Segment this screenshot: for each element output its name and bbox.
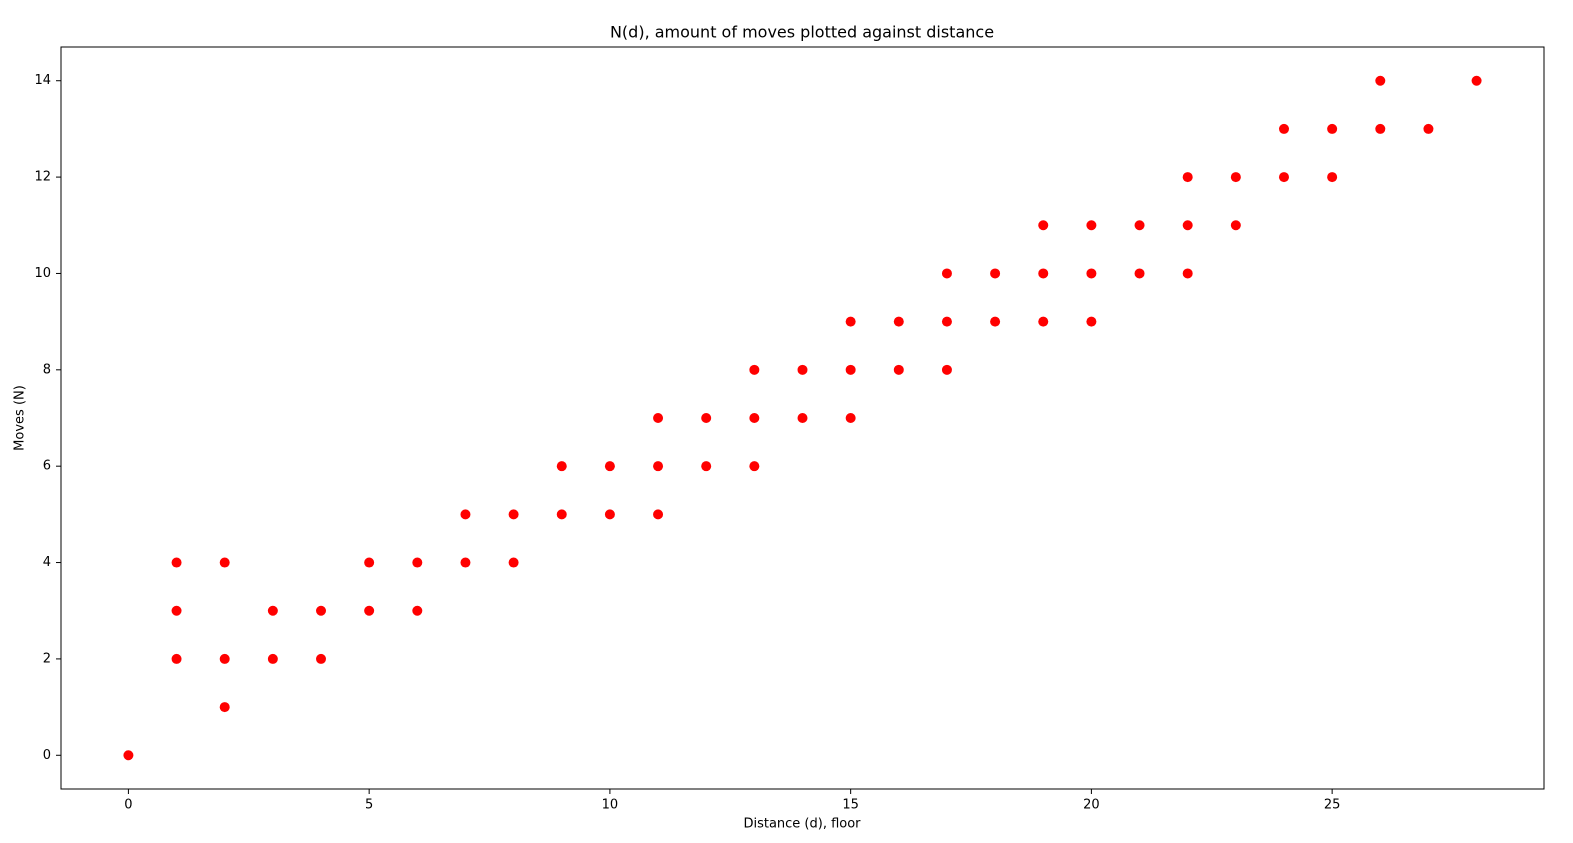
x-axis-label: Distance (d), floor [743, 817, 861, 832]
point [171, 557, 182, 568]
point [508, 557, 519, 568]
point [653, 413, 664, 423]
point [316, 605, 327, 616]
point [749, 364, 760, 375]
point [171, 653, 182, 664]
point [893, 364, 904, 375]
point [604, 509, 615, 520]
point [1182, 172, 1193, 183]
y-tick-label: 0 [43, 748, 51, 763]
point [990, 316, 1001, 327]
y-tick-label: 10 [34, 266, 51, 281]
point [1278, 172, 1289, 183]
x-tick-label: 15 [842, 798, 859, 813]
point [1182, 268, 1193, 279]
point [941, 316, 952, 327]
point [845, 364, 856, 375]
point [1038, 220, 1049, 231]
point [893, 316, 904, 327]
y-tick-label: 2 [43, 651, 51, 666]
x-tick-label: 25 [1324, 798, 1341, 813]
point [219, 702, 230, 713]
point [749, 413, 760, 423]
point [316, 653, 327, 664]
point [219, 653, 230, 664]
x-tick-label: 5 [365, 798, 373, 813]
point [1327, 172, 1338, 183]
point [556, 461, 567, 472]
point [797, 364, 808, 375]
point [797, 413, 808, 423]
point [267, 653, 278, 664]
y-tick-label: 8 [43, 362, 51, 377]
point [749, 461, 760, 472]
point [941, 268, 952, 279]
point [171, 605, 182, 616]
point [1230, 220, 1241, 231]
point [990, 268, 1001, 279]
y-tick-label: 4 [43, 555, 51, 570]
point [653, 509, 664, 520]
point [412, 605, 423, 616]
y-tick-label: 14 [34, 73, 51, 88]
point [460, 509, 471, 520]
point [364, 557, 375, 568]
point [1038, 268, 1049, 279]
chart-title: N(d), amount of moves plotted against di… [610, 23, 994, 42]
point [1375, 75, 1386, 86]
point [1086, 316, 1097, 327]
point [701, 413, 712, 423]
point [941, 364, 952, 375]
point [123, 750, 134, 761]
y-axis-label: Moves (N) [13, 385, 28, 451]
point [508, 509, 519, 520]
point [412, 557, 423, 568]
point [1375, 123, 1386, 134]
point [1038, 316, 1049, 327]
point [701, 461, 712, 472]
point [845, 316, 856, 327]
point [1134, 268, 1145, 279]
point [1134, 220, 1145, 231]
x-tick-label: 10 [602, 798, 619, 813]
x-tick-label: 0 [124, 798, 132, 813]
y-tick-label: 12 [34, 170, 51, 185]
point [267, 605, 278, 616]
point [556, 509, 567, 520]
y-tick-label: 6 [43, 459, 51, 474]
point [364, 605, 375, 616]
point [653, 461, 664, 472]
point [845, 413, 856, 423]
point [1471, 75, 1482, 86]
point [1086, 268, 1097, 279]
point [1278, 123, 1289, 134]
point [1230, 172, 1241, 183]
point [1086, 220, 1097, 231]
point [604, 461, 615, 472]
plot-frame [60, 46, 1545, 790]
x-tick-label: 20 [1083, 798, 1100, 813]
point [1182, 220, 1193, 231]
point [460, 557, 471, 568]
point [219, 557, 230, 568]
point [1327, 123, 1338, 134]
point [1423, 123, 1434, 134]
